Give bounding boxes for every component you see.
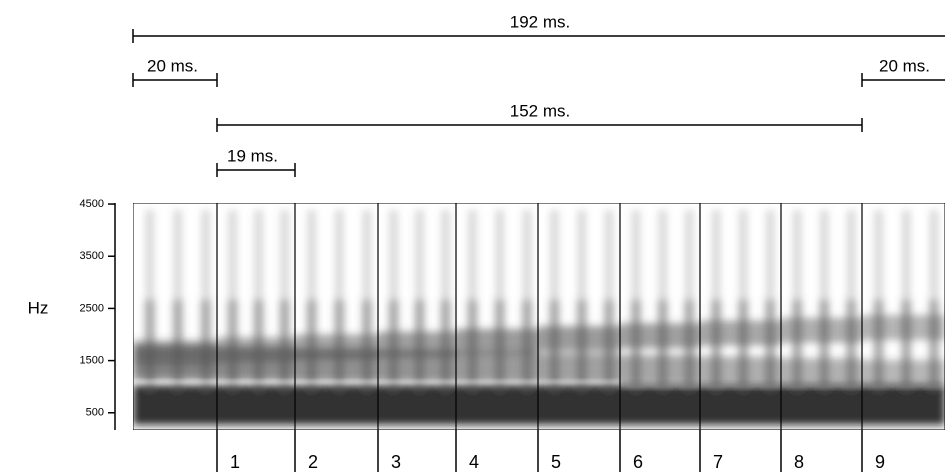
low-band [862, 385, 945, 425]
figure: Hz 500 1500 2500 3500 4500 1 2 3 4 5 6 7 8 9 192 ms. 20… [0, 0, 945, 472]
pulse [415, 300, 425, 390]
segment-label: 4 [469, 452, 479, 472]
pulse [280, 300, 290, 390]
pulse [929, 300, 939, 390]
segment-label: 3 [391, 452, 401, 472]
segment-label: 7 [713, 452, 723, 472]
pulse [684, 300, 694, 390]
segment-label: 9 [875, 452, 885, 472]
spectrogram [133, 203, 945, 430]
pulse [201, 300, 211, 390]
gap-line [862, 385, 945, 389]
pulse [901, 300, 911, 390]
pulse [362, 300, 372, 390]
pulse [819, 300, 829, 390]
pulse [228, 300, 238, 390]
pulse [711, 300, 721, 390]
low-band [295, 385, 378, 425]
segment-label: 6 [633, 452, 643, 472]
pulse [495, 300, 505, 390]
gap-line [133, 380, 217, 384]
gap-line [295, 380, 378, 384]
low-band [217, 385, 295, 425]
pulse [334, 300, 344, 390]
low-band [781, 385, 862, 425]
pulse [765, 300, 775, 390]
pulse [549, 300, 559, 390]
segment-label: 2 [308, 452, 318, 472]
segment-label: 5 [551, 452, 561, 472]
gap-line [620, 385, 700, 389]
span-label: 20 ms. [879, 56, 930, 75]
gap-line [378, 380, 456, 384]
span-label: 20 ms. [147, 56, 198, 75]
pulse [307, 300, 317, 390]
pulse [145, 300, 155, 390]
pulse [874, 300, 884, 390]
pulse [467, 300, 477, 390]
low-band [700, 385, 781, 425]
pulse [631, 300, 641, 390]
pulse [522, 300, 532, 390]
pulse [389, 300, 399, 390]
low-band [456, 385, 538, 425]
segment-label: 1 [230, 452, 240, 472]
pulse [173, 300, 183, 390]
y-tick-label: 1500 [80, 355, 104, 367]
span-label: 192 ms. [510, 12, 570, 31]
y-tick-label: 4500 [80, 198, 104, 210]
pulse [846, 300, 856, 390]
y-tick-label: 500 [86, 407, 104, 419]
span-label: 152 ms. [510, 101, 570, 120]
pulse [254, 300, 264, 390]
gap-line [217, 380, 295, 384]
pulse [738, 300, 748, 390]
low-band [378, 385, 456, 425]
pulse [604, 300, 614, 390]
y-tick-label: 2500 [80, 302, 104, 314]
low-band [538, 385, 620, 425]
y-axis-label: Hz [28, 298, 49, 317]
gap-line [456, 380, 538, 384]
segment-label: 8 [794, 452, 804, 472]
gap-line [700, 385, 781, 389]
span-label: 19 ms. [227, 146, 278, 165]
pulse [658, 300, 668, 390]
pulse [577, 300, 587, 390]
gap-line [538, 380, 620, 384]
low-band [133, 385, 217, 425]
low-band [620, 385, 700, 425]
pulse [441, 300, 451, 390]
pulse [792, 300, 802, 390]
gap-line [781, 385, 862, 389]
y-tick-label: 3500 [80, 250, 104, 262]
